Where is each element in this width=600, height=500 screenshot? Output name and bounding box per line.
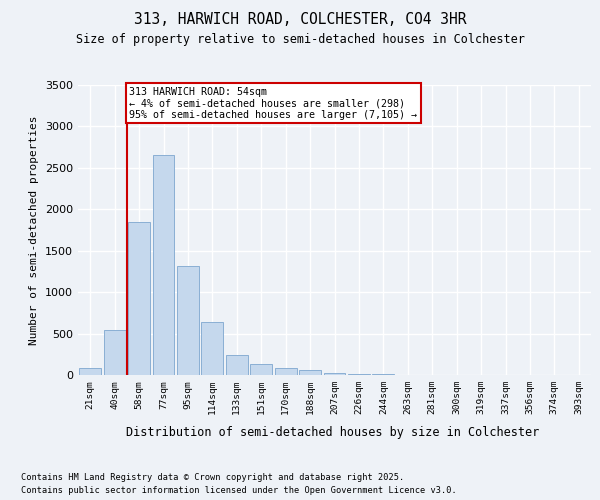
Text: Contains public sector information licensed under the Open Government Licence v3: Contains public sector information licen… [21, 486, 457, 495]
Bar [177, 266, 199, 375]
Text: 313 HARWICH ROAD: 54sqm
← 4% of semi-detached houses are smaller (298)
95% of se: 313 HARWICH ROAD: 54sqm ← 4% of semi-det… [130, 86, 418, 120]
Bar [348, 374, 370, 375]
Bar [373, 374, 394, 375]
Bar [104, 330, 125, 375]
Bar [323, 372, 346, 375]
Bar [275, 368, 296, 375]
Y-axis label: Number of semi-detached properties: Number of semi-detached properties [29, 116, 40, 345]
Bar [226, 355, 248, 375]
Text: Distribution of semi-detached houses by size in Colchester: Distribution of semi-detached houses by … [127, 426, 539, 439]
Bar [250, 364, 272, 375]
Bar [128, 222, 150, 375]
Text: Contains HM Land Registry data © Crown copyright and database right 2025.: Contains HM Land Registry data © Crown c… [21, 472, 404, 482]
Bar [152, 156, 175, 375]
Bar [79, 368, 101, 375]
Text: 313, HARWICH ROAD, COLCHESTER, CO4 3HR: 313, HARWICH ROAD, COLCHESTER, CO4 3HR [134, 12, 466, 28]
Text: Size of property relative to semi-detached houses in Colchester: Size of property relative to semi-detach… [76, 32, 524, 46]
Bar [299, 370, 321, 375]
Bar [202, 322, 223, 375]
